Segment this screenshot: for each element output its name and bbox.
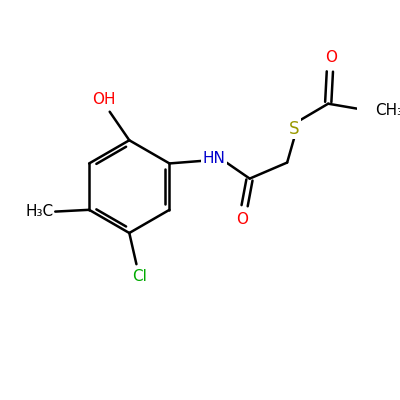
- Text: OH: OH: [92, 92, 116, 107]
- Text: O: O: [236, 212, 248, 227]
- Text: S: S: [289, 120, 300, 138]
- Text: O: O: [325, 50, 337, 65]
- Text: H₃C: H₃C: [25, 204, 53, 219]
- Text: HN: HN: [202, 152, 226, 166]
- Text: CH₃: CH₃: [376, 103, 400, 118]
- Text: Cl: Cl: [132, 269, 148, 284]
